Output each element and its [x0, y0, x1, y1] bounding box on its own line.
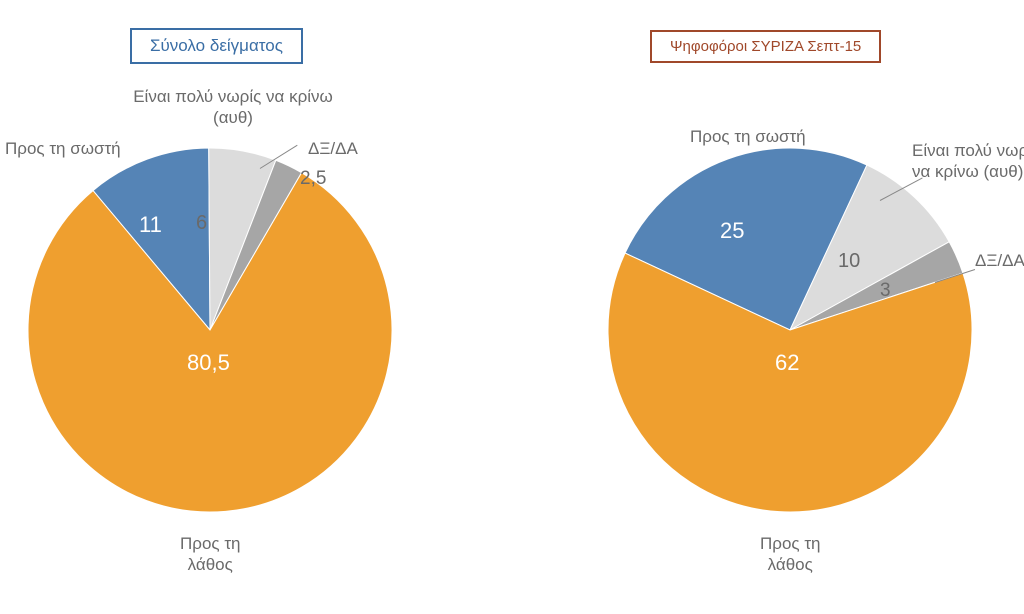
left-label-dkda: ΔΞ/ΔΑ [308, 138, 358, 159]
left-label-wrong-line1: Προς τη [180, 534, 241, 553]
left-label-wrong-line2: λάθος [188, 555, 233, 574]
right-label-dkda: ΔΞ/ΔΑ [975, 250, 1024, 271]
left-label-early-line2: (αυθ) [213, 108, 253, 127]
left-label-early-line1: Είναι πολύ νωρίς να κρίνω [133, 87, 333, 106]
right-value-early: 10 [838, 250, 860, 273]
right-label-early: Είναι πολύ νωρίς να κρίνω (αυθ) [912, 140, 1024, 183]
right-value-wrong: 62 [775, 350, 799, 376]
left-label-wrong: Προς τη λάθος [180, 533, 241, 576]
right-value-dkda: 3 [880, 280, 891, 302]
right-label-early-line1: Είναι πολύ νωρίς [912, 141, 1024, 160]
right-label-correct: Προς τη σωστή [690, 126, 806, 147]
right-label-wrong-line1: Προς τη [760, 534, 821, 553]
left-value-early: 6 [196, 212, 207, 235]
right-label-wrong-line2: λάθος [768, 555, 813, 574]
left-value-wrong: 80,5 [187, 350, 230, 376]
left-value-correct: 11 [139, 212, 162, 238]
right-label-early-line2: να κρίνω (αυθ) [912, 162, 1023, 181]
left-label-correct: Προς τη σωστή [5, 138, 121, 159]
left-label-early: Είναι πολύ νωρίς να κρίνω (αυθ) [118, 86, 348, 129]
left-value-dkda: 2,5 [300, 168, 326, 190]
right-label-wrong: Προς τη λάθος [760, 533, 821, 576]
right-value-correct: 25 [720, 218, 744, 244]
